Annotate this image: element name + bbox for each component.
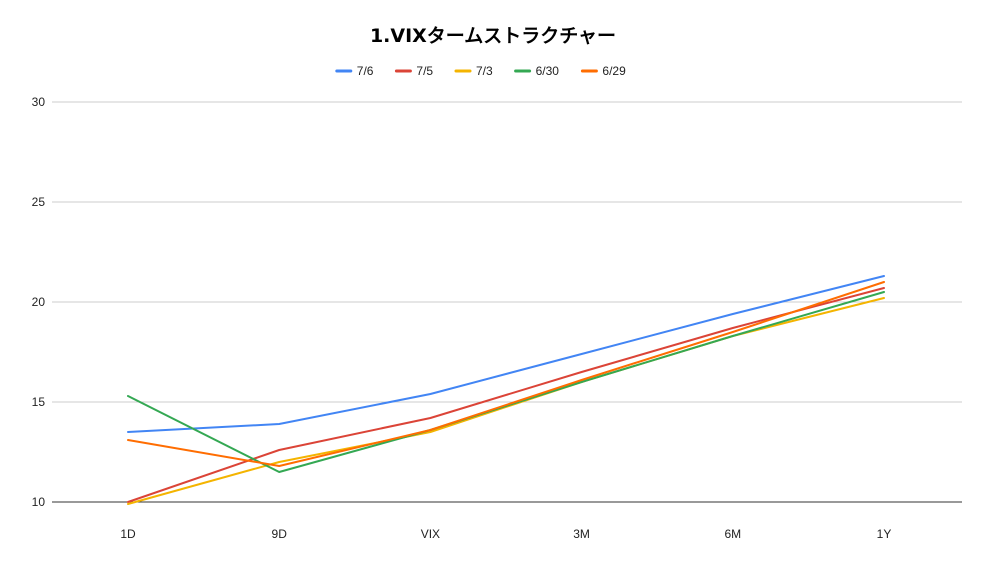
chart-title: 1.VIXタームストラクチャー xyxy=(370,25,616,47)
x-tick-label: 3M xyxy=(573,527,590,541)
y-tick-label: 25 xyxy=(32,195,46,209)
legend-label: 7/6 xyxy=(357,64,374,78)
series-7-6 xyxy=(127,275,885,433)
y-tick-label: 20 xyxy=(32,295,46,309)
x-tick-label: 6M xyxy=(724,527,741,541)
y-tick-label: 30 xyxy=(32,95,46,109)
legend: 7/6 7/5 7/3 6/30 6/29 xyxy=(335,64,626,78)
x-tick-label: 1Y xyxy=(877,527,892,541)
x-tick-label: VIX xyxy=(421,527,440,541)
x-tick-label: 1D xyxy=(120,527,136,541)
series-line xyxy=(127,297,885,505)
series-line xyxy=(127,281,885,467)
legend-label: 7/5 xyxy=(416,64,433,78)
legend-item: 7/3 xyxy=(454,64,493,78)
legend-item: 6/30 xyxy=(514,64,560,78)
legend-item: 7/6 xyxy=(335,64,374,78)
series-lines xyxy=(127,275,885,505)
legend-item: 6/29 xyxy=(580,64,626,78)
legend-label: 7/3 xyxy=(476,64,493,78)
y-tick-label: 15 xyxy=(32,395,46,409)
legend-item: 7/5 xyxy=(394,64,433,78)
series-line xyxy=(127,275,885,433)
series-7-3 xyxy=(127,297,885,505)
legend-label: 6/29 xyxy=(602,64,626,78)
y-axis-ticks: 10 15 20 25 30 xyxy=(32,95,46,509)
x-axis-ticks: 1D 9D VIX 3M 6M 1Y xyxy=(120,527,891,541)
legend-label: 6/30 xyxy=(536,64,560,78)
series-6-29 xyxy=(127,281,885,467)
gridlines xyxy=(52,101,962,503)
x-tick-label: 9D xyxy=(272,527,288,541)
y-tick-label: 10 xyxy=(32,495,46,509)
